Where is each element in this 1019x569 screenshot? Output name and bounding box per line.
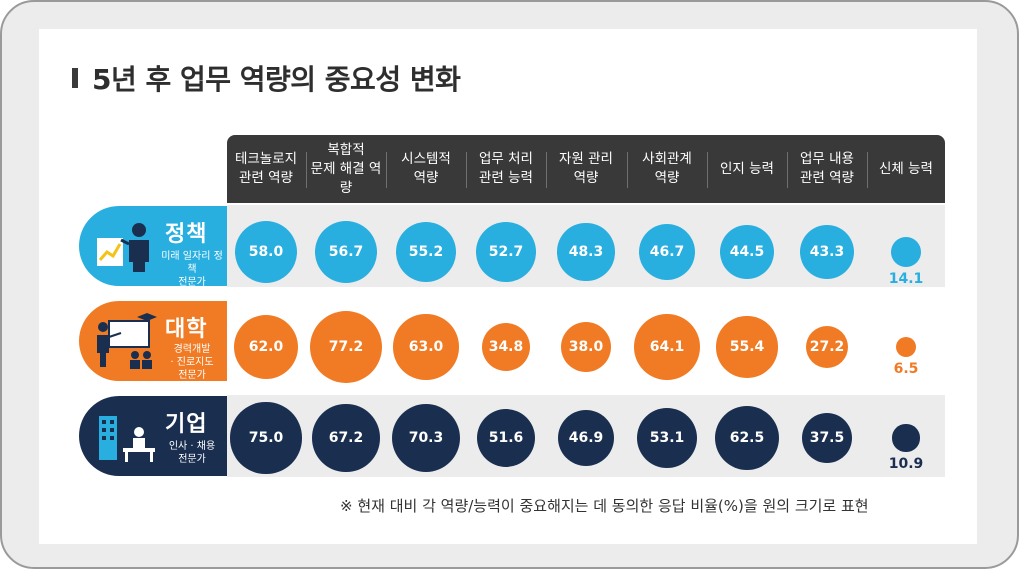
row-badge-company: 기업 인사 · 채용 전문가 (79, 396, 227, 476)
title-marker (72, 68, 78, 88)
column-separator (386, 152, 387, 188)
bubble-policy-4: 52.7 (476, 222, 536, 282)
column-separator (466, 152, 467, 188)
bubble-label-university-8: 27.2 (809, 338, 845, 355)
row-title-policy: 정책 (165, 222, 208, 247)
column-header-9: 신체 능력 (879, 160, 933, 177)
bubble-policy-8: 43.3 (799, 224, 854, 279)
bubble-policy-6: 46.7 (638, 223, 696, 281)
column-header-5: 자원 관리 역량 (559, 151, 613, 186)
bubble-label-university-6: 64.1 (649, 338, 685, 355)
teacher-board-icon (97, 313, 157, 369)
bubble-label-company-2: 67.2 (328, 429, 364, 446)
column-header-8: 업무 내용 관련 역량 (800, 151, 854, 186)
bubble-policy-5: 48.3 (557, 223, 615, 281)
bubble-label-company-6: 53.1 (649, 429, 685, 446)
bubble-label-policy-5: 48.3 (568, 243, 604, 260)
bubble-university-9 (895, 336, 917, 358)
bubble-label-policy-6: 46.7 (649, 243, 685, 260)
bubble-company-7: 62.5 (714, 405, 780, 471)
column-separator (627, 152, 628, 188)
bubble-label-company-1: 75.0 (248, 429, 284, 446)
office-desk-icon (99, 416, 155, 462)
bubble-label-university-1: 62.0 (248, 338, 284, 355)
row-subtitle-university: 경력개발 · 진로지도 전문가 (170, 344, 214, 381)
row-subtitle-policy: 미래 일자리 정책 전문가 (161, 251, 223, 288)
column-separator (867, 152, 868, 188)
bubble-label-university-7: 55.4 (729, 338, 765, 355)
row-title-company: 기업 (165, 412, 208, 437)
bubble-company-6: 53.1 (637, 408, 697, 468)
bubble-university-8: 27.2 (805, 325, 849, 369)
bubble-company-3: 70.3 (391, 403, 461, 473)
bubble-company-9 (892, 424, 920, 452)
bubble-policy-3: 55.2 (395, 221, 457, 283)
bubble-university-3: 63.0 (393, 314, 459, 380)
bubble-label-university-2: 77.2 (328, 338, 364, 355)
bubble-university-2: 77.2 (309, 310, 383, 384)
row-badge-policy: 정책 미래 일자리 정책 전문가 (79, 206, 227, 288)
row-badge-university: 대학 경력개발 · 진로지도 전문가 (79, 301, 227, 381)
column-separator (546, 152, 547, 188)
bubble-policy-1: 58.0 (234, 220, 298, 284)
bubble-label-policy-7: 44.5 (729, 243, 765, 260)
bubble-policy-9 (890, 236, 922, 268)
chart-title-text: 5년 후 업무 역량의 중요성 변화 (92, 63, 461, 96)
bubble-company-5: 46.9 (557, 409, 615, 467)
column-header-7: 인지 능력 (720, 160, 774, 177)
column-separator (787, 152, 788, 188)
bubble-label-policy-3: 55.2 (408, 243, 444, 260)
bubble-label-policy-1: 58.0 (248, 243, 284, 260)
bubble-policy-2: 56.7 (315, 221, 377, 283)
bubble-university-1: 62.0 (233, 314, 299, 380)
row-title-university: 대학 (165, 317, 208, 342)
bubble-label-company-5: 46.9 (568, 429, 604, 446)
bubble-label-university-5: 38.0 (568, 338, 604, 355)
bubble-label-company-9: 10.9 (888, 455, 924, 472)
chart-footnote: ※ 현재 대비 각 역량/능력이 중요해지는 데 동의한 응답 비율(%)을 원… (340, 497, 869, 515)
column-header-3: 시스템적 역량 (401, 151, 451, 186)
column-header-2: 복합적 문제 해결 역량 (310, 141, 382, 196)
bubble-label-policy-8: 43.3 (809, 243, 845, 260)
bubble-university-6: 64.1 (634, 314, 700, 380)
bubble-company-4: 51.6 (476, 408, 536, 468)
column-header-1: 테크놀로지 관련 역량 (234, 151, 298, 186)
bubble-university-7: 55.4 (716, 316, 778, 378)
bubble-company-1: 75.0 (230, 402, 302, 474)
bubble-university-4: 34.8 (481, 322, 531, 372)
bubble-label-university-4: 34.8 (488, 338, 524, 355)
bubble-label-company-7: 62.5 (729, 429, 765, 446)
bubble-company-8: 37.5 (801, 412, 853, 464)
row-subtitle-company: 인사 · 채용 전문가 (168, 441, 216, 465)
bubble-label-university-9: 6.5 (893, 361, 919, 378)
bubble-label-company-4: 51.6 (488, 429, 524, 446)
bubble-university-5: 38.0 (560, 321, 612, 373)
column-header-6: 사회관계 역량 (642, 151, 692, 186)
bubble-label-policy-2: 56.7 (328, 243, 364, 260)
column-header-4: 업무 처리 관련 능력 (479, 151, 533, 186)
bubble-label-policy-4: 52.7 (488, 243, 524, 260)
column-separator (306, 152, 307, 188)
person-chart-icon (97, 223, 149, 272)
column-header-bar (227, 135, 945, 203)
bubble-label-university-3: 63.0 (408, 338, 444, 355)
bubble-company-2: 67.2 (312, 404, 380, 472)
column-separator (707, 152, 708, 188)
bubble-label-policy-9: 14.1 (888, 271, 924, 288)
chart-title: 5년 후 업무 역량의 중요성 변화 (72, 58, 461, 98)
bubble-label-company-8: 37.5 (809, 429, 845, 446)
bubble-label-company-3: 70.3 (408, 429, 444, 446)
bubble-policy-7: 44.5 (719, 224, 775, 280)
